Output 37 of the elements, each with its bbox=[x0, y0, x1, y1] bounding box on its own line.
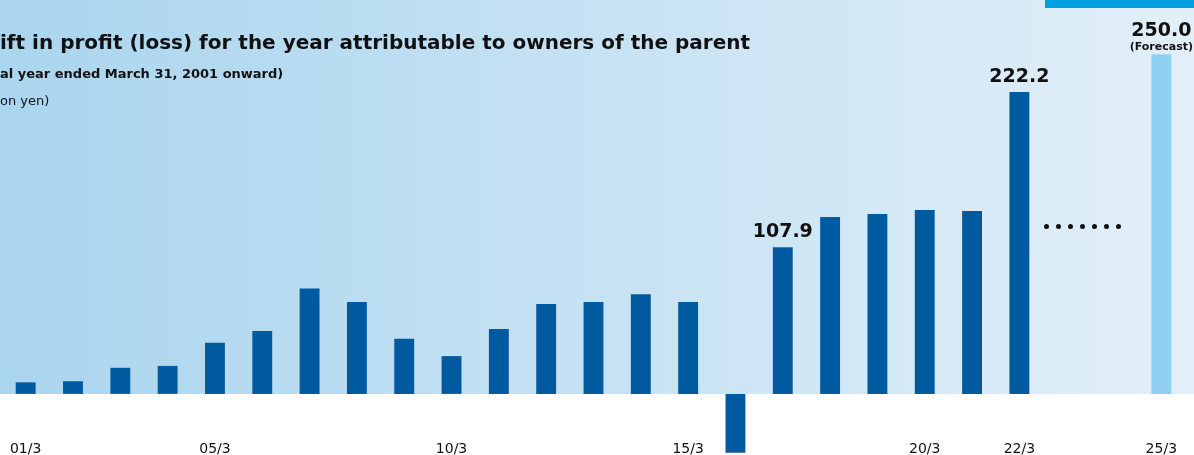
y-axis-title: on yen) bbox=[0, 93, 50, 108]
text: al year ended March 31, 2001 onward) bbox=[0, 66, 284, 81]
bar bbox=[441, 356, 462, 394]
x-tick-label: 05/3 bbox=[199, 439, 231, 455]
bar bbox=[962, 211, 982, 394]
bar bbox=[110, 367, 131, 394]
bar bbox=[772, 247, 793, 394]
bar bbox=[299, 288, 320, 394]
bar bbox=[820, 216, 841, 394]
bar bbox=[536, 303, 557, 394]
bar bbox=[346, 302, 367, 394]
x-tick-label: 10/3 bbox=[435, 439, 468, 455]
bar bbox=[1009, 92, 1030, 394]
data-label: 107.9 bbox=[752, 218, 813, 241]
bar bbox=[205, 342, 225, 394]
bar bbox=[63, 381, 83, 394]
bar bbox=[630, 294, 651, 394]
bar bbox=[394, 338, 415, 394]
x-tick-label: 20/3 bbox=[909, 439, 941, 455]
text: ift in profit (loss) for the year attributable to owners of the parent bbox=[0, 30, 750, 54]
x-tick-label: 25/3 bbox=[1145, 439, 1178, 455]
x-tick-label: 22/3 bbox=[1003, 439, 1036, 455]
bar bbox=[157, 365, 178, 394]
data-label: 250.0 bbox=[1131, 17, 1192, 40]
bar bbox=[583, 302, 604, 394]
annotation: (Forecast) bbox=[1129, 39, 1193, 53]
bar bbox=[15, 382, 36, 394]
x-tick-label: 01/3 bbox=[9, 439, 42, 455]
bar bbox=[678, 302, 699, 394]
bar bbox=[1151, 54, 1172, 394]
bar bbox=[914, 210, 935, 394]
bar bbox=[252, 331, 273, 394]
x-tick-label: 15/3 bbox=[672, 439, 704, 455]
data-label: 222.2 bbox=[989, 63, 1050, 86]
bar bbox=[488, 329, 509, 394]
bar bbox=[867, 214, 888, 394]
bar bbox=[725, 393, 746, 453]
